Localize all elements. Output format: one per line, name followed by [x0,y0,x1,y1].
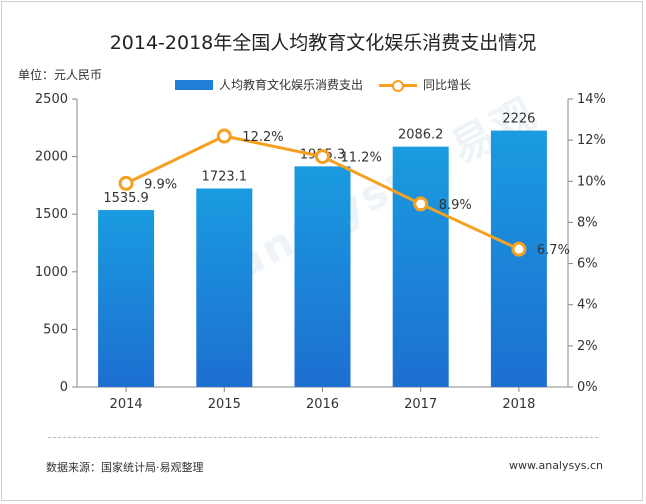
bar-2015 [196,188,253,387]
x-tick-label: 2014 [110,397,143,412]
bars [98,130,547,387]
y-right-tick-label: 4% [577,298,598,313]
website-link[interactable]: www.analysys.cn [509,459,603,472]
growth-line-layer: 9.9% 12.2% 11.2% 8.9% 6.7% [118,128,570,258]
y-right-tick-label: 10% [577,174,606,189]
y-right-tick-label: 6% [577,257,598,272]
y-left-tick-label: 2000 [35,150,68,165]
legend-item-bar: 人均教育文化娱乐消费支出 [174,76,363,93]
unit-label: 单位：元人民币 [18,68,103,82]
bar-2017 [392,146,449,387]
y-left-tick-label: 500 [43,322,68,337]
legend-bar-label: 人均教育文化娱乐消费支出 [218,78,363,92]
legend: 人均教育文化娱乐消费支出 同比增长 [0,76,646,93]
growth-value-label: 9.9% [144,177,177,192]
growth-point-2015 [216,128,232,144]
y-left-tick-label: 2500 [35,92,68,107]
y-right-tick-label: 0% [577,380,598,395]
y-right-tick-label: 2% [577,339,598,354]
x-tick-label: 2017 [404,397,437,412]
bar-value-label: 1535.9 [103,191,149,206]
x-tick-label: 2015 [208,397,241,412]
bar-value-label: 2226 [502,112,535,127]
footer-divider [48,437,598,438]
chart-title: 2014-2018年全国人均教育文化娱乐消费支出情况 [109,32,537,54]
legend-bar-swatch [174,79,213,90]
y-left-tick-label: 1500 [35,207,68,222]
x-tick-labels: 2014 2015 2016 2017 2018 [110,387,535,412]
x-tick-label: 2016 [306,397,339,412]
legend-line-swatch [379,79,417,92]
growth-point-2014 [118,175,134,191]
bar-value-label: 1723.1 [202,169,248,184]
axes: 0 500 1000 1500 2000 2500 0% 2% 4% 6% 8% 10% 12% 14% [35,92,606,395]
legend-item-line: 同比增长 [379,76,471,93]
y-left-tick-label: 0 [60,380,68,395]
y-right-tick-label: 8% [577,215,598,230]
x-tick-label: 2018 [502,397,535,412]
y-left-tick-label: 1000 [35,265,68,280]
growth-point-2016 [315,149,330,165]
y-right-tick-label: 12% [577,133,606,148]
growth-value-label: 12.2% [242,130,283,145]
legend-line-label: 同比增长 [423,78,472,92]
growth-point-2017 [413,196,429,212]
bar-2016 [294,166,351,387]
y-right-tick-label: 14% [577,92,606,107]
growth-value-label: 6.7% [537,243,570,258]
growth-value-label: 8.9% [439,198,472,213]
growth-value-label: 11.2% [341,151,382,166]
growth-point-2018 [511,241,527,257]
source-note: 数据来源：国家统计局·易观整理 [46,461,204,474]
bar-2014 [98,210,155,387]
bar-2018 [490,130,547,387]
bar-value-label: 2086.2 [398,128,444,143]
